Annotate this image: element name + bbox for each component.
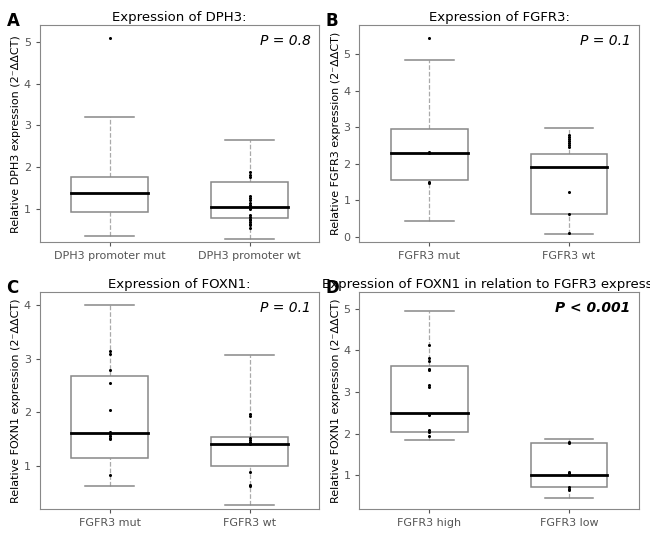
Y-axis label: Relative DPH3 expression (2⁻ΔΔCT): Relative DPH3 expression (2⁻ΔΔCT) xyxy=(11,35,21,233)
Title: Expression of FOXN1:: Expression of FOXN1: xyxy=(109,278,251,291)
Bar xyxy=(530,154,608,214)
Bar xyxy=(72,177,148,212)
Y-axis label: Relative FGFR3 expression (2⁻ΔΔCT): Relative FGFR3 expression (2⁻ΔΔCT) xyxy=(331,32,341,236)
Title: Expression of DPH3:: Expression of DPH3: xyxy=(112,11,247,24)
Text: D: D xyxy=(326,279,340,297)
Y-axis label: Relative FOXN1 expression (2⁻ΔΔCT): Relative FOXN1 expression (2⁻ΔΔCT) xyxy=(11,298,21,503)
Text: P = 0.1: P = 0.1 xyxy=(580,34,630,48)
Bar xyxy=(530,443,608,487)
Title: Expression of FGFR3:: Expression of FGFR3: xyxy=(429,11,569,24)
Bar xyxy=(211,182,288,218)
Text: P < 0.001: P < 0.001 xyxy=(555,301,630,315)
Title: Expression of FOXN1 in relation to FGFR3 expression:: Expression of FOXN1 in relation to FGFR3… xyxy=(322,278,650,291)
Text: A: A xyxy=(6,12,20,30)
Y-axis label: Relative FOXN1 expression (2⁻ΔΔCT): Relative FOXN1 expression (2⁻ΔΔCT) xyxy=(331,298,341,503)
Text: C: C xyxy=(6,279,19,297)
Text: P = 0.8: P = 0.8 xyxy=(260,34,311,48)
Bar xyxy=(391,129,468,180)
Bar xyxy=(211,437,288,466)
Bar xyxy=(391,366,468,432)
Bar xyxy=(72,376,148,458)
Text: B: B xyxy=(326,12,339,30)
Text: P = 0.1: P = 0.1 xyxy=(260,301,311,315)
